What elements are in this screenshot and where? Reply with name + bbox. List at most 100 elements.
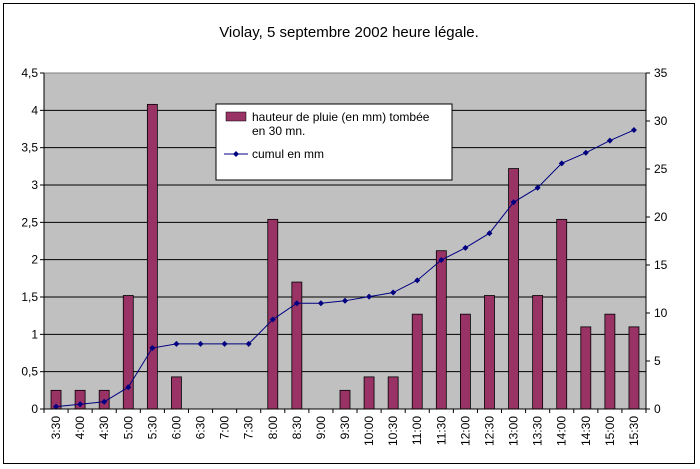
- right-tick-label: 5: [654, 354, 661, 368]
- line-point: [630, 127, 637, 134]
- right-tick-label: 10: [654, 306, 668, 320]
- bar: [171, 376, 182, 410]
- right-tick-label: 0: [654, 402, 661, 416]
- left-axis: 0 0,5 1 1,5 2 2,5 3 3,5 4 4,5: [21, 66, 45, 416]
- line-point: [558, 160, 565, 167]
- bar: [363, 376, 375, 410]
- line-point: [438, 257, 445, 264]
- bar: [411, 313, 423, 410]
- legend-line-marker: [233, 151, 239, 157]
- x-tick-label: 12:30: [482, 416, 496, 446]
- line-point: [342, 297, 348, 304]
- x-tick-label: 9:00: [314, 416, 328, 440]
- x-tick-label: 15:30: [627, 416, 641, 446]
- bar: [339, 389, 351, 410]
- left-tick-label: 2: [31, 253, 38, 267]
- x-tick-label: 14:00: [555, 416, 569, 446]
- legend-box: [215, 103, 453, 181]
- right-tick-label: 15: [654, 258, 668, 272]
- chart-title: Violay, 5 septembre 2002 heure légale.: [219, 24, 479, 41]
- x-tick-label: 14:30: [579, 416, 593, 446]
- left-tick-label: 4,5: [21, 66, 38, 80]
- line-point: [390, 289, 397, 296]
- right-tick-label: 20: [654, 210, 668, 224]
- x-tick-label: 15:00: [603, 416, 617, 446]
- line-point: [149, 345, 156, 352]
- line-point: [582, 149, 589, 156]
- line-series: [53, 127, 637, 410]
- legend-bar-label-line2: en 30 mn.: [252, 124, 305, 138]
- left-tick-label: 1: [31, 327, 38, 341]
- line-point: [317, 300, 324, 307]
- legend-bar-label: hauteur de pluie (en mm) tombée en 30 mn.: [252, 110, 430, 138]
- x-tick-label: 11:30: [434, 416, 448, 445]
- x-tick-label: 5:00: [121, 416, 135, 440]
- left-tick-label: 4: [31, 103, 38, 117]
- x-tick-label: 3:30: [49, 416, 63, 440]
- left-tick-label: 3: [31, 178, 38, 192]
- x-tick-label: 4:30: [97, 416, 111, 440]
- bar: [459, 313, 471, 410]
- right-tick-label: 25: [654, 162, 668, 176]
- line-point: [245, 340, 252, 347]
- bar: [532, 295, 544, 410]
- line-point: [77, 401, 84, 408]
- bar: [267, 218, 279, 410]
- x-tick-label: 7:30: [242, 416, 256, 440]
- x-tick-label: 6:00: [169, 416, 183, 440]
- right-axis: 0 5 10 15 20 25 30 35: [645, 66, 668, 416]
- line-point: [510, 199, 517, 206]
- x-tick-label: 5:30: [145, 416, 159, 440]
- bar: [580, 326, 592, 410]
- line-point: [293, 300, 300, 307]
- line-point: [414, 277, 421, 284]
- legend: hauteur de pluie (en mm) tombée en 30 mn.…: [215, 103, 453, 181]
- bar: [435, 250, 447, 410]
- line-point: [534, 184, 541, 191]
- x-tick-label: 6:30: [194, 416, 208, 440]
- line-point: [101, 398, 108, 405]
- line-point: [462, 244, 469, 251]
- line-point: [53, 403, 60, 410]
- left-tick-label: 0: [31, 402, 38, 416]
- line-point: [606, 137, 613, 144]
- x-tick-label: 10:30: [386, 416, 400, 446]
- x-tick-label: 7:00: [218, 416, 232, 440]
- x-tick-label: 11:00: [410, 416, 424, 445]
- right-tick-label: 35: [654, 66, 668, 80]
- chart-frame: Violay, 5 septembre 2002 heure légale. 0…: [3, 3, 695, 464]
- line-point: [486, 230, 493, 237]
- left-tick-label: 2,5: [21, 215, 38, 229]
- line-point: [125, 384, 132, 391]
- right-tick-label: 30: [654, 114, 668, 128]
- x-axis: 3:30 4:00 4:30 5:00 5:30 6:00 6:30 7:00 7:30 8:00…: [43, 408, 647, 446]
- left-tick-label: 0,5: [21, 365, 38, 379]
- left-tick-label: 1,5: [21, 290, 38, 304]
- x-tick-label: 13:00: [507, 416, 521, 446]
- bar: [146, 103, 158, 410]
- line-point: [197, 340, 204, 347]
- x-tick-label: 12:00: [458, 416, 472, 446]
- bar: [122, 295, 134, 410]
- grid-lines: [44, 109, 646, 373]
- x-tick-label: 13:30: [531, 416, 545, 446]
- line-point: [173, 340, 180, 347]
- x-tick-label: 9:30: [338, 416, 352, 440]
- legend-bar-label-line1: hauteur de pluie (en mm) tombée: [252, 110, 430, 124]
- left-tick-label: 3,5: [21, 141, 38, 155]
- bar: [484, 295, 495, 410]
- x-tick-label: 8:30: [290, 416, 304, 440]
- x-tick-label: 4:00: [73, 416, 87, 440]
- rain-chart: Violay, 5 septembre 2002 heure légale. 0…: [21, 24, 668, 446]
- x-tick-label: 10:00: [362, 416, 376, 446]
- line-point: [221, 340, 228, 347]
- bar: [556, 218, 568, 410]
- bar: [604, 313, 616, 410]
- legend-line-label: cumul en mm: [252, 147, 324, 161]
- legend-bar-swatch: [225, 111, 247, 122]
- line-point: [366, 293, 373, 300]
- line-point: [269, 316, 276, 323]
- x-tick-label: 8:00: [266, 416, 280, 440]
- bar: [628, 326, 640, 410]
- bar: [387, 376, 399, 410]
